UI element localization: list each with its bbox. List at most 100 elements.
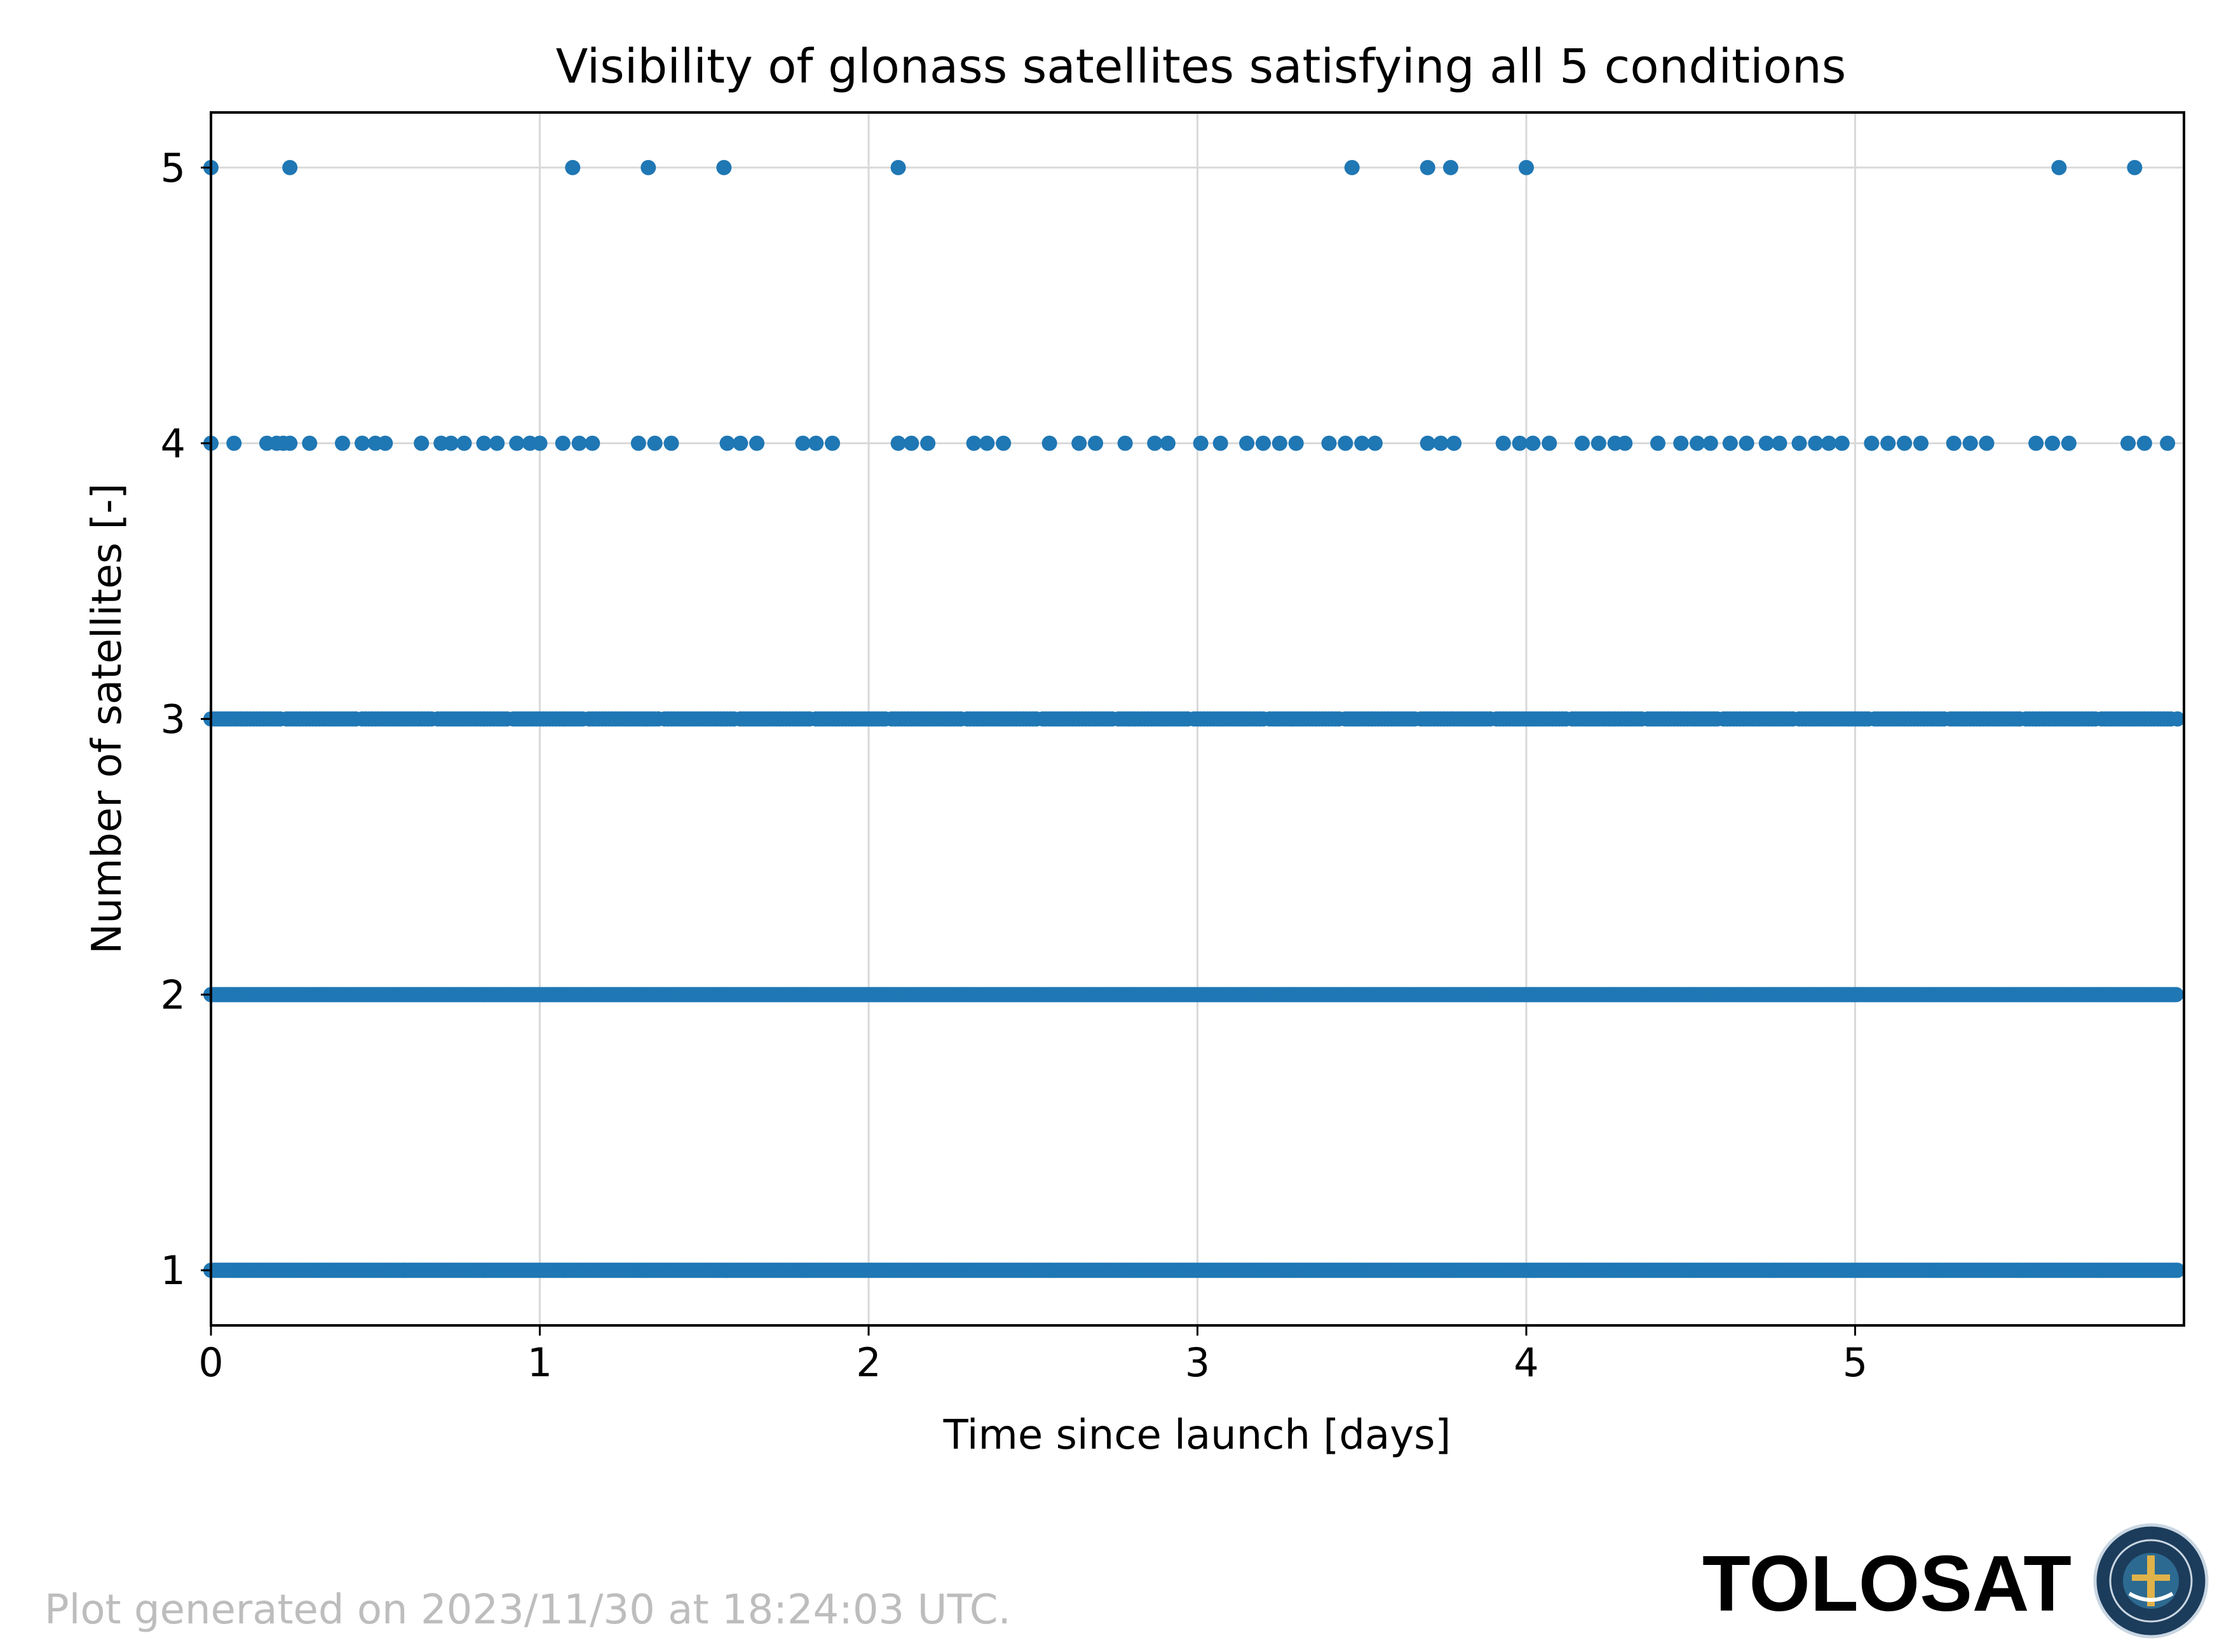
x-axis-ticks: 0 1 2 3 4 5 [198,1325,1868,1386]
data-points [203,159,2185,1278]
data-point [1420,435,1435,451]
brand-name: TOLOSAT [1702,1540,2071,1628]
data-point [1864,435,1880,451]
data-point [1239,435,1255,451]
data-point [355,435,370,451]
data-point [1962,435,1978,451]
data-point [1617,435,1633,451]
data-point [1354,435,1370,451]
data-point [2168,987,2184,1003]
data-point [904,435,919,451]
data-point [1772,435,1787,451]
data-point [377,435,393,451]
data-point [890,159,906,175]
data-point [630,435,646,451]
data-point [1344,159,1360,175]
data-point [414,435,430,451]
data-point [1212,435,1228,451]
data-point [571,435,587,451]
x-tick-label: 3 [1185,1339,1210,1386]
data-point [1979,435,1995,451]
data-point [2045,435,2060,451]
data-point [966,435,982,451]
x-tick-label: 0 [198,1339,223,1386]
data-point [1519,159,1534,175]
y-tick-label: 1 [161,1247,186,1294]
data-point [979,435,995,451]
data-point [2127,159,2143,175]
data-point [795,435,811,451]
data-point [1271,435,1287,451]
x-tick-label: 4 [1514,1339,1538,1386]
data-point [532,435,548,451]
data-point [1446,435,1462,451]
data-point [1495,435,1511,451]
data-point [1897,435,1913,451]
data-point [1821,435,1837,451]
y-tick-label: 3 [161,696,186,743]
data-point [456,435,472,451]
data-point [749,435,765,451]
data-point [443,435,459,451]
data-point [1834,435,1850,451]
data-point [2160,435,2176,451]
data-point [226,435,242,451]
data-point [1650,435,1665,451]
data-point [1913,435,1929,451]
data-point [1367,435,1383,451]
data-point [1673,435,1689,451]
data-point [1160,435,1176,451]
data-point [719,435,735,451]
data-point [808,435,824,451]
data-point [1880,435,1896,451]
tolosat-logo [2093,1523,2209,1639]
data-point [1256,435,1271,451]
data-point [1117,435,1133,451]
y-tick-label: 4 [161,421,186,467]
data-point [1542,435,1557,451]
data-point [1321,435,1337,451]
chart-title: Visibility of glonass satellites satisfy… [556,39,1847,94]
x-tick-label: 5 [1843,1339,1868,1386]
data-point [1338,435,1353,451]
data-point [1690,435,1705,451]
data-point [585,435,600,451]
data-point [476,435,492,451]
data-point [825,435,841,451]
y-tick-label: 5 [161,145,186,191]
data-point [996,435,1012,451]
data-point [1442,159,1458,175]
data-point [1193,435,1209,451]
data-point [2169,711,2185,727]
y-axis-ticks: 1 2 3 4 5 [161,145,211,1294]
data-point [2028,435,2044,451]
data-point [647,435,663,451]
data-point [1758,435,1774,451]
data-point [716,159,732,175]
data-point [1808,435,1824,451]
data-point [2136,435,2152,451]
data-point [1071,435,1087,451]
data-point [282,435,298,451]
data-point [1946,435,1962,451]
data-point [733,435,749,451]
data-point [489,435,505,451]
data-point [282,159,298,175]
data-point [1574,435,1590,451]
data-point [1590,435,1606,451]
data-point [1512,435,1528,451]
data-point [2169,1263,2185,1278]
x-tick-label: 1 [527,1339,552,1386]
data-point [2051,159,2067,175]
data-point [1288,435,1304,451]
data-point [1147,435,1163,451]
y-axis-label: Number of satellites [-] [84,483,131,954]
x-tick-label: 2 [856,1339,881,1386]
x-axis-label: Time since launch [days] [943,1412,1451,1459]
data-point [1420,159,1435,175]
data-point [1739,435,1754,451]
y-tick-label: 2 [161,972,186,1018]
data-point [2061,435,2077,451]
data-point [1433,435,1449,451]
